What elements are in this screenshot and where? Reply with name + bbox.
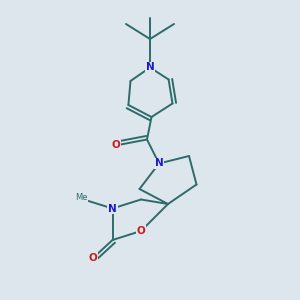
Text: Me: Me	[75, 194, 87, 202]
Text: N: N	[146, 62, 154, 73]
Text: O: O	[136, 226, 146, 236]
Text: O: O	[88, 253, 98, 263]
Text: N: N	[154, 158, 164, 169]
Text: N: N	[108, 203, 117, 214]
Text: O: O	[111, 140, 120, 151]
